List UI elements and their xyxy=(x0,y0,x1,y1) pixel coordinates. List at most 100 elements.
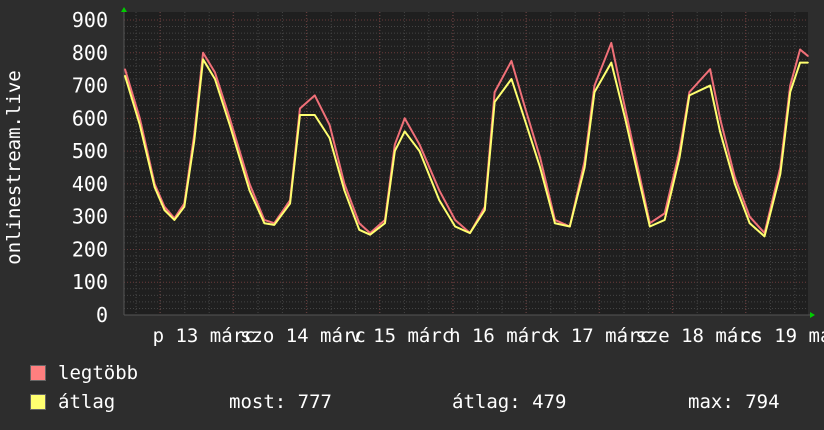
data-point xyxy=(510,60,513,62)
data-point xyxy=(789,91,792,93)
data-point xyxy=(624,107,626,110)
data-point xyxy=(649,225,651,228)
stat-max: max: 794 xyxy=(688,391,780,413)
data-point xyxy=(510,78,513,80)
data-point xyxy=(583,166,586,169)
data-point xyxy=(394,143,396,146)
y-tick-label: 700 xyxy=(72,74,108,98)
data-point xyxy=(554,222,556,225)
series-line-avg xyxy=(124,58,808,238)
data-point xyxy=(228,117,231,120)
data-point xyxy=(263,222,266,225)
data-point xyxy=(593,91,596,93)
data-point xyxy=(358,222,361,225)
y-axis-arrow xyxy=(121,7,127,12)
data-point xyxy=(663,219,666,221)
data-point xyxy=(734,176,736,179)
data-point xyxy=(789,84,792,87)
y-tick-label: 200 xyxy=(72,237,108,261)
y-tick-label: 800 xyxy=(72,41,108,65)
data-point xyxy=(328,137,331,139)
data-point xyxy=(454,225,456,228)
data-point xyxy=(539,166,541,169)
y-axis-label: onlinestream.live xyxy=(3,70,25,264)
data-point xyxy=(173,219,176,221)
data-point xyxy=(493,91,496,93)
data-point xyxy=(248,183,251,185)
legend-label-max: legtöbb xyxy=(58,362,139,384)
data-point xyxy=(799,61,801,64)
data-point xyxy=(807,55,809,57)
data-point xyxy=(663,212,666,215)
data-point xyxy=(202,51,204,54)
data-point xyxy=(313,114,316,116)
data-point xyxy=(228,124,231,126)
data-point xyxy=(688,91,691,93)
data-point xyxy=(202,58,204,61)
x-axis-arrow xyxy=(810,312,815,318)
legend-swatch-avg xyxy=(30,394,46,410)
data-point xyxy=(523,104,526,107)
data-point xyxy=(418,143,421,146)
stat-avg: átlag: 479 xyxy=(452,391,567,413)
data-point xyxy=(593,84,596,87)
x-tick-label: h 16 márc xyxy=(449,325,552,347)
data-point xyxy=(139,117,141,120)
y-tick-label: 900 xyxy=(72,8,108,32)
y-tick-label: 0 xyxy=(96,303,108,327)
data-point xyxy=(343,189,346,192)
legend-label-avg: átlag xyxy=(58,391,116,413)
data-point xyxy=(248,189,251,192)
data-point xyxy=(438,199,441,202)
x-tick-label: v 15 márc xyxy=(350,325,453,347)
data-point xyxy=(748,215,751,218)
data-point xyxy=(369,233,371,236)
y-tick-label: 600 xyxy=(72,106,108,130)
y-tick-label: 100 xyxy=(72,270,108,294)
y-tick-label: 300 xyxy=(72,205,108,229)
stat-now: most: 777 xyxy=(229,391,332,413)
data-point xyxy=(403,117,406,120)
data-point xyxy=(624,117,626,120)
data-point xyxy=(763,235,766,238)
data-point xyxy=(289,202,291,205)
data-point xyxy=(719,117,721,120)
data-point xyxy=(610,42,613,44)
data-point xyxy=(299,107,301,110)
data-point xyxy=(153,186,156,188)
data-point xyxy=(273,224,276,226)
data-point xyxy=(214,78,216,80)
plot-area xyxy=(124,12,808,315)
data-point xyxy=(139,124,141,126)
data-point xyxy=(799,48,801,51)
data-point xyxy=(394,150,396,152)
legend-item-avg: átlag xyxy=(30,391,115,413)
data-point xyxy=(469,232,471,234)
data-point xyxy=(403,130,406,133)
data-point xyxy=(483,209,486,211)
data-point xyxy=(610,61,613,64)
data-point xyxy=(358,228,361,231)
data-point xyxy=(299,114,301,116)
data-point xyxy=(313,94,316,97)
data-point xyxy=(493,101,496,103)
y-tick-label: 400 xyxy=(72,172,108,196)
data-point xyxy=(328,124,331,126)
data-point xyxy=(678,156,681,159)
data-point xyxy=(183,206,186,208)
x-tick-label: p 13 márc xyxy=(153,325,256,347)
data-point xyxy=(438,189,441,192)
x-tick-label: k 17 márc xyxy=(548,325,651,347)
data-point xyxy=(163,209,166,211)
data-point xyxy=(719,130,721,133)
data-point xyxy=(709,68,711,70)
data-point xyxy=(193,140,195,143)
data-point xyxy=(343,183,346,185)
series-line-max xyxy=(124,41,809,235)
data-point xyxy=(384,222,386,225)
data-point xyxy=(523,117,526,120)
x-tick-label: cs 19 márc xyxy=(740,325,824,347)
data-point xyxy=(539,156,541,159)
data-point xyxy=(568,225,571,228)
data-point xyxy=(214,71,216,74)
